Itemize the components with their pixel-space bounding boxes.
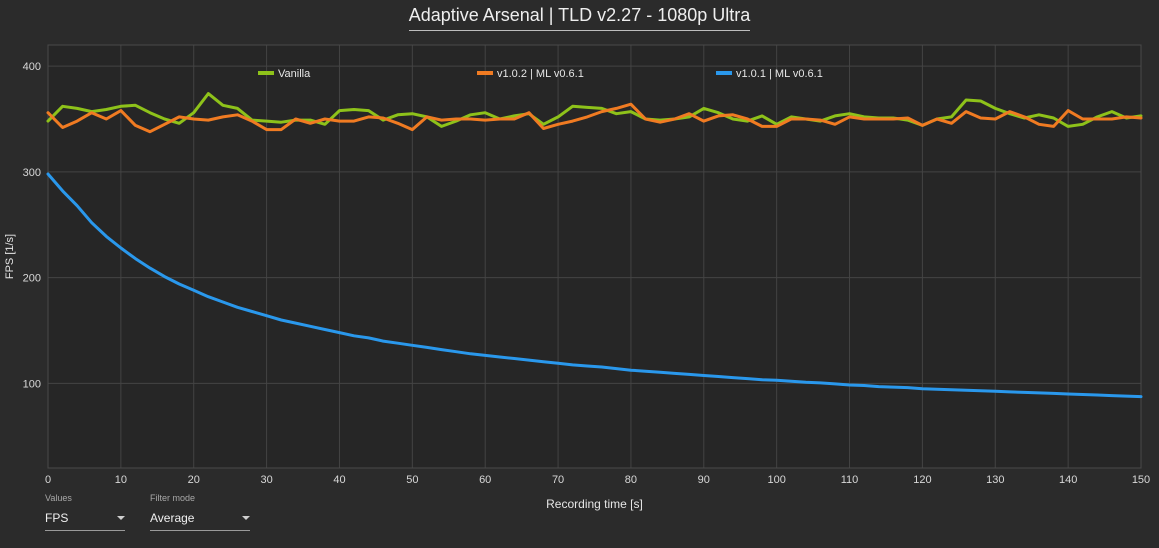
- y-tick-label: 400: [23, 61, 41, 73]
- x-tick-label: 130: [986, 474, 1004, 486]
- values-control[interactable]: Values FPS: [45, 493, 125, 531]
- x-tick-label: 110: [841, 474, 859, 486]
- chart-title-text: Adaptive Arsenal | TLD v2.27 - 1080p Ult…: [408, 5, 751, 31]
- x-tick-label: 120: [913, 474, 931, 486]
- legend-swatch: [258, 71, 274, 75]
- chevron-down-icon[interactable]: [242, 516, 250, 520]
- x-tick-label: 100: [767, 474, 785, 486]
- y-tick-label: 200: [23, 273, 41, 285]
- grid-lines: [47, 44, 1142, 469]
- x-tick-label: 30: [260, 474, 272, 486]
- filter-mode-label: Filter mode: [150, 493, 196, 503]
- legend-item-1[interactable]: Vanilla: [258, 68, 311, 80]
- legend-item-2[interactable]: v1.0.2 | ML v0.6.1: [477, 68, 584, 80]
- filter-mode-select[interactable]: Average: [150, 511, 250, 531]
- legend-label: v1.0.2 | ML v0.6.1: [497, 68, 584, 80]
- legend-swatch: [477, 71, 493, 75]
- series-lines: [46, 92, 1143, 399]
- x-tick-label: 80: [625, 474, 637, 486]
- legend-item-3[interactable]: v1.0.1 | ML v0.6.1: [716, 68, 823, 80]
- x-tick-label: 50: [406, 474, 418, 486]
- legend-label: v1.0.1 | ML v0.6.1: [736, 68, 823, 80]
- x-tick-label: 20: [188, 474, 200, 486]
- x-axis-label: Recording time [s]: [546, 497, 643, 511]
- plot-border: [47, 44, 1142, 469]
- filter-mode-selected-text: Average: [150, 511, 195, 525]
- filter-mode-control[interactable]: Filter mode Average: [150, 493, 250, 531]
- legend-swatch: [716, 71, 732, 75]
- series-line-2: [46, 102, 1143, 134]
- series-line-1: [46, 92, 1143, 128]
- y-axis-label: FPS [1/s]: [4, 234, 16, 279]
- values-selected-text: FPS: [45, 511, 69, 525]
- series-line-3: [46, 172, 1143, 399]
- x-tick-label: 60: [479, 474, 491, 486]
- values-label: Values: [45, 493, 72, 503]
- values-select[interactable]: FPS: [45, 511, 125, 531]
- x-tick-label: 0: [45, 474, 51, 486]
- x-tick-label: 70: [552, 474, 564, 486]
- x-tick-label: 10: [115, 474, 127, 486]
- legend-label: Vanilla: [278, 68, 311, 80]
- chart-title: Adaptive Arsenal | TLD v2.27 - 1080p Ult…: [0, 5, 1159, 31]
- x-tick-label: 40: [333, 474, 345, 486]
- axis-ticks: 0 10 20 30 40 50 60 70 80 90 100 110 120 130 140 150 100…: [23, 61, 1151, 486]
- x-tick-label: 90: [698, 474, 710, 486]
- y-tick-label: 100: [23, 378, 41, 390]
- x-tick-label: 150: [1132, 474, 1150, 486]
- x-tick-label: 140: [1059, 474, 1077, 486]
- y-tick-label: 300: [23, 167, 41, 179]
- chevron-down-icon[interactable]: [117, 516, 125, 520]
- legend[interactable]: Vanilla v1.0.2 | ML v0.6.1 v1.0.1 | ML v0.…: [258, 68, 823, 80]
